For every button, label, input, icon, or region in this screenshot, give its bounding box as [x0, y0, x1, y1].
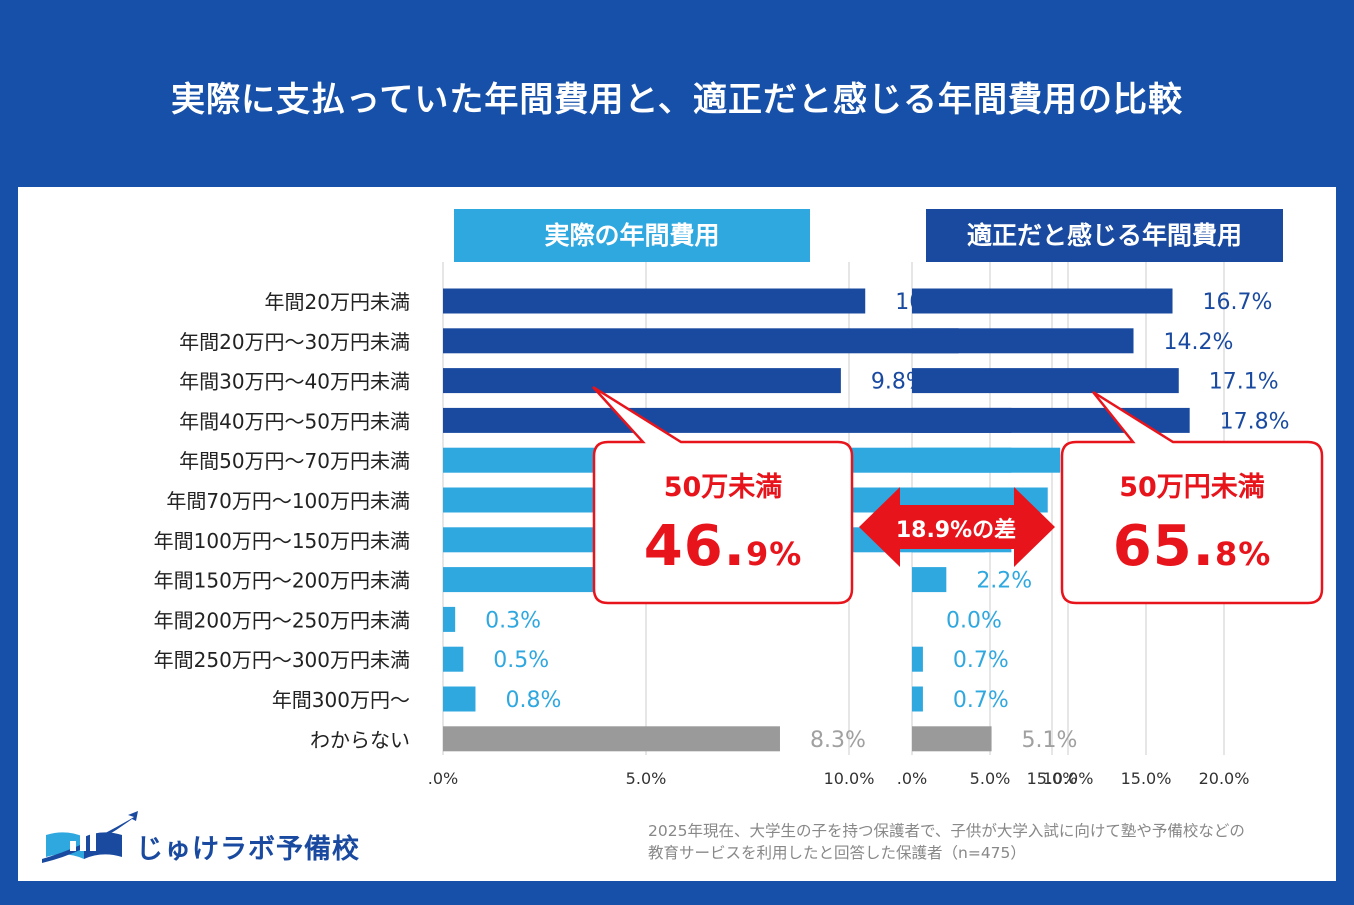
- data-label: 9.8%: [871, 370, 927, 395]
- data-label: 10.4%: [895, 290, 965, 315]
- data-label: 5.1%: [1022, 728, 1078, 753]
- category-label: 年間20万円〜30万円未満: [179, 330, 410, 354]
- data-label: 0.7%: [953, 648, 1009, 673]
- data-label: 0.7%: [953, 688, 1009, 713]
- tick-label: 15.0%: [1027, 769, 1078, 788]
- bar: [443, 567, 602, 593]
- bar: [443, 686, 476, 712]
- right-callout-int: 65.: [1112, 514, 1215, 579]
- bar: [443, 288, 866, 314]
- difference-arrow: [859, 487, 1055, 567]
- logo-text: じゅけラボ予備校: [136, 834, 360, 865]
- right-callout-dec: 8%: [1214, 535, 1272, 573]
- bar: [912, 567, 947, 593]
- bar: [912, 646, 923, 672]
- left-callout-label: 50万未満: [663, 472, 783, 503]
- right-callout-label: 50万円未満: [1119, 472, 1265, 503]
- bar: [912, 447, 1061, 473]
- tick-label: 5.0%: [626, 769, 667, 788]
- footnote-line-2: 教育サービスを利用したと回答した保護者（n=475）: [648, 844, 1026, 862]
- tick-label: 5.0%: [970, 769, 1011, 788]
- right-callout-value: 65.8%: [1062, 514, 1322, 579]
- data-label: 2.2%: [976, 569, 1032, 594]
- footnote: 2025年現在、大学生の子を持つ保護者で、子供が大学入試に向けて塾や予備校などの…: [648, 820, 1328, 864]
- data-label: 0.0%: [946, 608, 1002, 633]
- series-header-actual: 実際の年間費用: [454, 209, 810, 262]
- bar: [912, 288, 1173, 314]
- bar: [443, 726, 780, 752]
- chart-panel: 年間20万円未満年間20万円〜30万円未満 年間30万円〜40万円未満 年間40万円…: [18, 187, 1336, 881]
- category-label: 年間100万円〜150万円未満: [154, 529, 410, 553]
- bar-chart: 年間20万円未満年間20万円〜30万円未満年間30万円〜40万円未満年間40万円…: [154, 262, 1324, 788]
- bar: [912, 368, 1179, 394]
- tick-label: 15.0%: [1121, 769, 1172, 788]
- category-label: 年間200万円〜250万円未満: [154, 608, 410, 632]
- open-book-icon: [42, 811, 138, 863]
- category-label: わからない: [310, 728, 410, 752]
- right-callout-text: 50万円未満 65.8%: [1062, 465, 1322, 579]
- left-callout-dec: 9%: [745, 535, 803, 573]
- data-label: 8.3%: [810, 728, 866, 753]
- left-callout-text: 50万未満 46.9%: [594, 465, 852, 579]
- tick-label: 10.0%: [1043, 769, 1094, 788]
- tick-label: 20.0%: [1199, 769, 1250, 788]
- left-callout-int: 46.: [643, 514, 746, 579]
- data-label: 14.0%: [1041, 409, 1111, 434]
- bar: [443, 328, 959, 354]
- category-label: 年間150万円〜200万円未満: [154, 569, 410, 593]
- data-label: 16.7%: [1203, 290, 1273, 315]
- data-label: 17.8%: [1220, 409, 1290, 434]
- left-callout-bubble: [592, 385, 854, 605]
- chart-title: 実際に支払っていた年間費用と、適正だと感じる年間費用の比較: [171, 80, 1183, 120]
- tick-label: 10.0%: [824, 769, 875, 788]
- bar: [912, 686, 923, 712]
- category-label: 年間250万円〜300万円未満: [154, 648, 410, 672]
- data-label: 17.1%: [1209, 370, 1279, 395]
- tick-label: .0%: [428, 769, 458, 788]
- bar: [443, 368, 841, 394]
- category-label: 年間30万円〜40万円未満: [179, 370, 410, 394]
- category-label: 年間50万円〜70万円未満: [179, 449, 410, 473]
- category-label: 年間40万円〜50万円未満: [179, 409, 410, 433]
- data-label: 0.5%: [493, 648, 549, 673]
- data-label: 12.7%: [989, 330, 1059, 355]
- category-label: 年間300万円〜: [272, 688, 410, 712]
- bar: [912, 328, 1134, 354]
- category-label: 年間70万円〜100万円未満: [166, 489, 410, 513]
- bar: [912, 726, 992, 752]
- tick-label: .0%: [897, 769, 927, 788]
- left-callout-value: 46.9%: [594, 514, 852, 579]
- category-label: 年間20万円未満: [265, 290, 410, 314]
- bar: [443, 606, 456, 632]
- data-label: 0.3%: [485, 608, 541, 633]
- footnote-line-1: 2025年現在、大学生の子を持つ保護者で、子供が大学入試に向けて塾や予備校などの: [648, 822, 1245, 840]
- data-label: 14.2%: [1164, 330, 1234, 355]
- right-callout-bubble: [1060, 390, 1324, 605]
- bar: [443, 646, 464, 672]
- data-label: 0.8%: [505, 688, 561, 713]
- series-header-appropriate: 適正だと感じる年間費用: [926, 209, 1283, 262]
- difference-label: 18.9%の差: [895, 518, 1017, 543]
